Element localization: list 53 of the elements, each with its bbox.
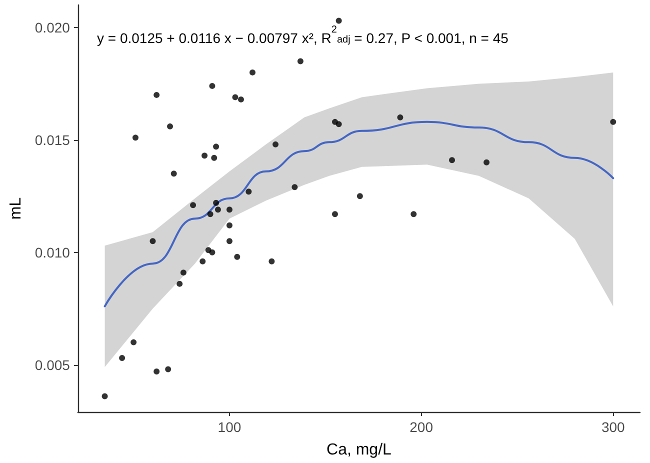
line-series	[104, 120, 614, 308]
point	[610, 118, 616, 125]
point	[356, 193, 363, 200]
x-tick-label: 300	[601, 419, 626, 435]
point	[449, 157, 456, 164]
point	[336, 18, 342, 24]
point	[226, 222, 232, 228]
point	[292, 184, 298, 190]
y-tick-label: 0.010	[34, 244, 70, 260]
point	[154, 92, 160, 98]
point	[250, 69, 256, 76]
point	[226, 238, 232, 244]
point	[130, 339, 137, 346]
point	[332, 211, 338, 218]
point	[397, 114, 404, 120]
point	[190, 202, 196, 208]
point	[209, 249, 216, 256]
point	[150, 238, 156, 244]
point	[234, 254, 240, 260]
point	[102, 393, 108, 400]
point	[202, 152, 208, 159]
x-tick-label: 200	[410, 419, 434, 435]
point	[484, 159, 490, 166]
point	[213, 144, 220, 150]
y-tick-label: 0.015	[34, 132, 70, 148]
point	[214, 206, 221, 213]
point	[132, 134, 138, 141]
point	[268, 258, 275, 264]
point	[200, 258, 206, 264]
point	[232, 94, 238, 100]
point	[272, 141, 279, 148]
point	[176, 280, 183, 287]
point	[170, 170, 177, 177]
point	[246, 188, 252, 195]
point	[211, 154, 218, 161]
y-tick-label: 0.020	[34, 19, 70, 36]
y-tick-label: 0.005	[34, 356, 70, 373]
point	[297, 58, 304, 64]
y-axis-title: mL	[8, 197, 24, 220]
point	[207, 211, 214, 218]
point	[336, 121, 342, 128]
point	[238, 96, 244, 102]
point	[226, 206, 232, 213]
x-tick-label: 100	[218, 419, 242, 435]
point	[167, 123, 174, 130]
point	[154, 368, 160, 375]
point	[213, 200, 220, 206]
x-axis-title: Ca, mg/L	[326, 442, 392, 458]
point	[180, 270, 186, 276]
point	[410, 211, 417, 218]
point	[165, 366, 172, 372]
point	[119, 355, 126, 362]
point	[209, 82, 216, 89]
